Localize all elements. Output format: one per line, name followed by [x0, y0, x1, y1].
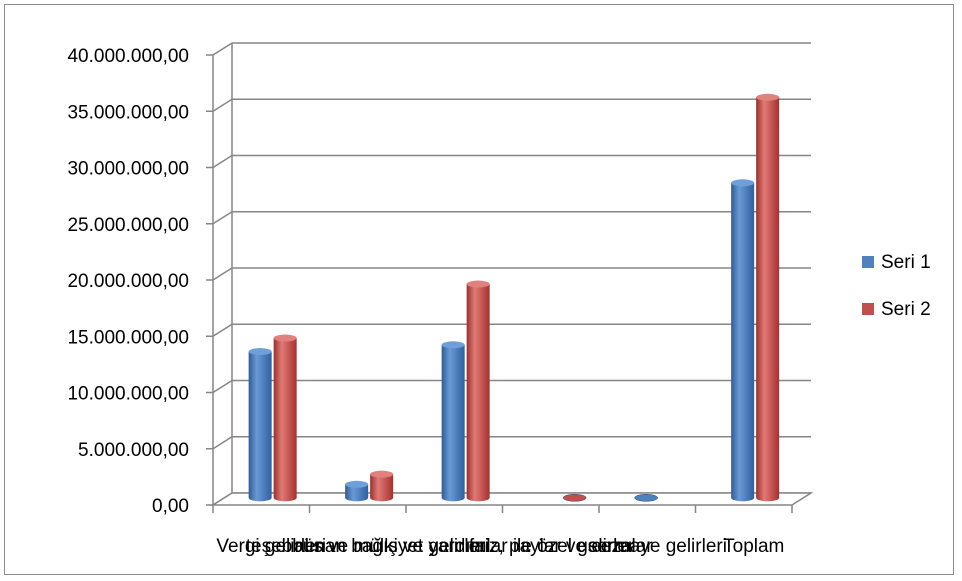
legend-swatch-1 [862, 256, 874, 268]
gridline-side [212, 98, 233, 112]
bar-2-0 [273, 334, 297, 502]
bar-2-2 [466, 280, 490, 502]
y-tick-label: 20.000.000,00 [67, 271, 189, 292]
y-tick-label: 5.000.000,00 [78, 440, 189, 461]
y-tick-label: 30.000.000,00 [67, 159, 189, 180]
x-tick-label: sermaye gelirleri [588, 536, 727, 557]
gridline-side [212, 379, 233, 394]
bar-2-1 [370, 470, 394, 502]
y-tick-label: 35.000.000,00 [67, 102, 189, 123]
bar-1-1 [345, 480, 369, 502]
bar-2-3 [562, 494, 587, 502]
x-tick-label: faiz, paylar ve cezalar [469, 536, 653, 557]
gridline-side [212, 436, 233, 450]
legend-swatch-2 [862, 303, 874, 315]
gridline-side [212, 154, 233, 169]
x-tick-label: Vergi gelirleri [216, 536, 326, 557]
x-tick-label: teşebbüs ve mülkiyet gelirleri [246, 536, 490, 557]
gridline-side [212, 42, 233, 56]
gridline-side [212, 267, 233, 281]
legend-label-2: Seri 2 [881, 299, 931, 320]
y-tick-label: 25.000.000,00 [67, 215, 189, 236]
y-tick-label: 15.000.000,00 [67, 327, 189, 348]
y-tick-label: 0,00 [152, 496, 189, 517]
x-tick-label: alınan bağış ve yardımlar ile özel gelir… [294, 536, 635, 557]
bar-1-5 [731, 179, 755, 502]
y-tick-label: 40.000.000,00 [67, 46, 189, 67]
bar-2-5 [756, 93, 780, 502]
x-tick-label: Toplam [723, 536, 784, 557]
legend-label-1: Seri 1 [881, 252, 931, 273]
gridline-side [212, 323, 233, 337]
bar-1-0 [248, 348, 272, 502]
floor [210, 492, 814, 506]
gridline-side [212, 211, 233, 225]
bar-1-2 [441, 341, 465, 502]
y-tick-label: 10.000.000,00 [67, 384, 189, 405]
bar-1-4 [634, 494, 658, 502]
